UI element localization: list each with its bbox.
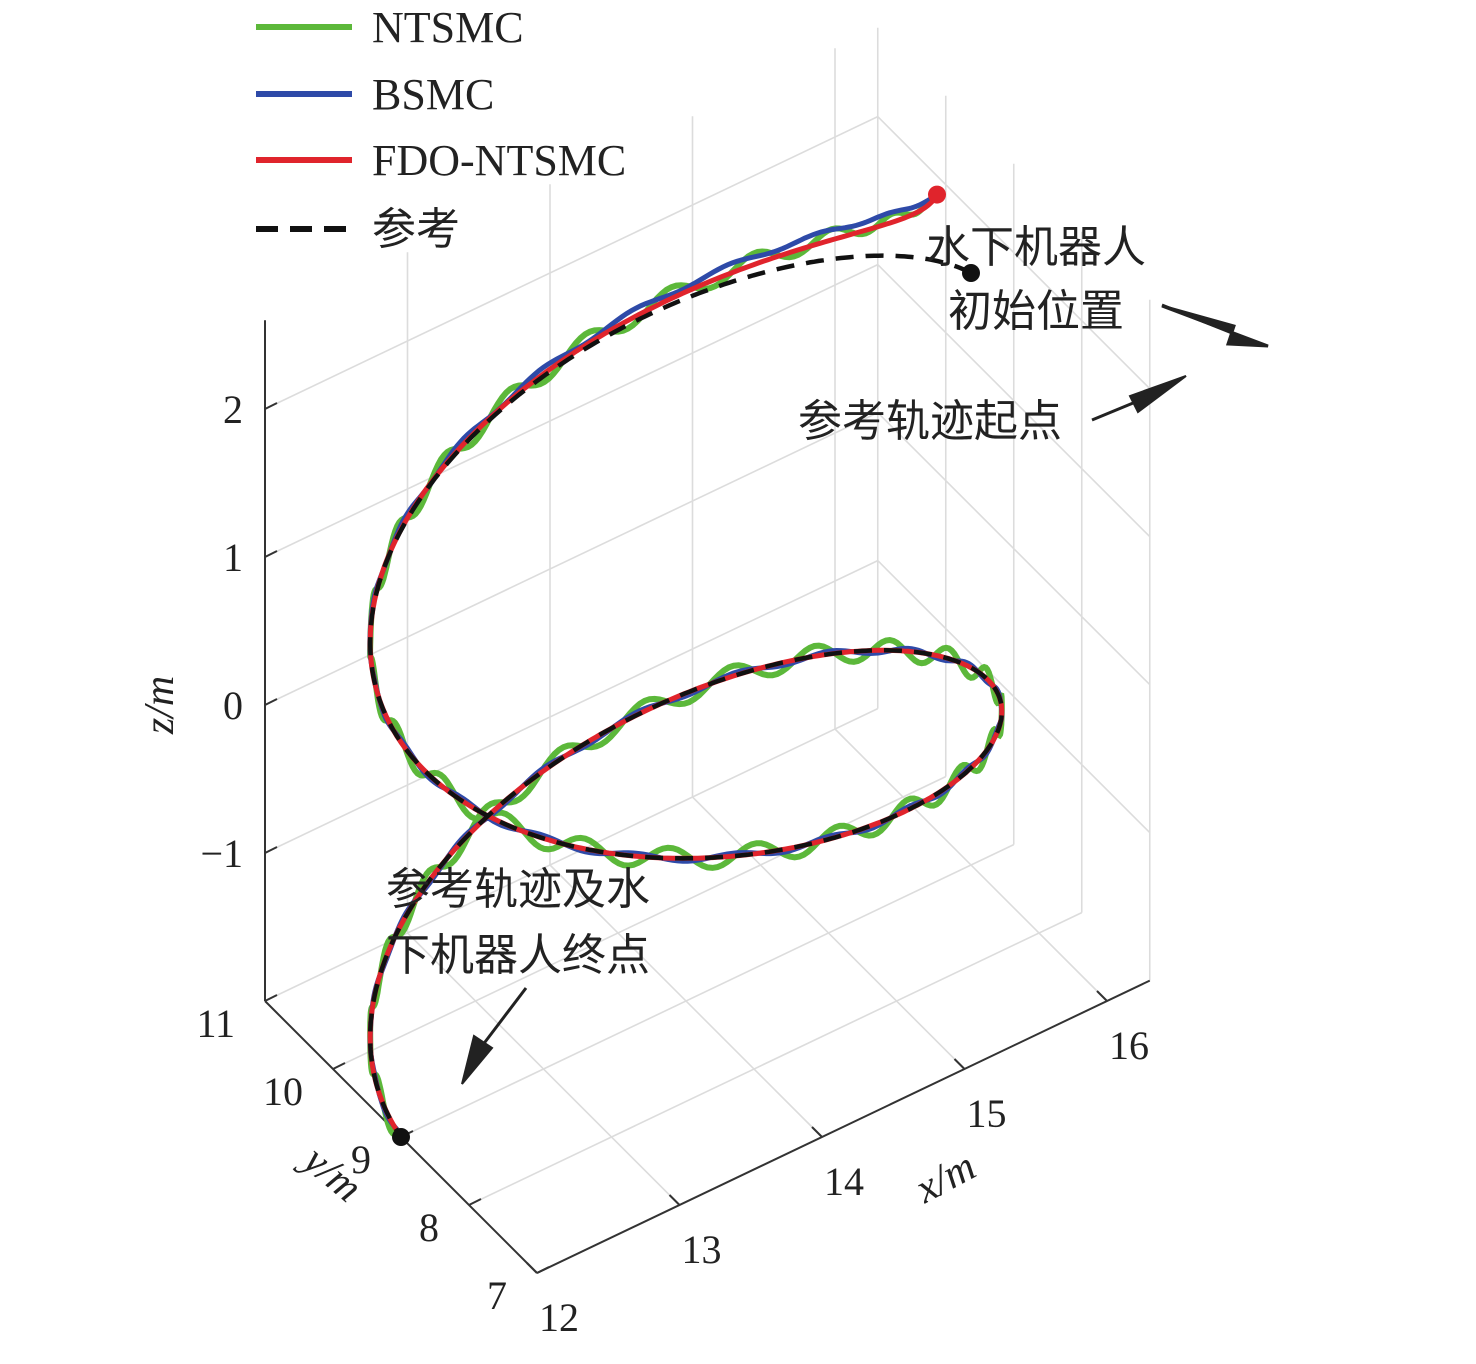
x-axis-line — [536, 979, 1151, 1274]
x-tick-mark — [526, 1262, 538, 1274]
gridline-z — [877, 116, 1151, 390]
end-marker — [392, 1128, 410, 1146]
series-line-bsmc — [367, 192, 1005, 1136]
gridline-y — [468, 911, 1083, 1206]
y-tick-label: 11 — [196, 1001, 235, 1046]
arrow-robot-start-shaft — [1161, 303, 1233, 335]
series-line-reference — [367, 253, 1005, 1139]
arrow-end-shaft — [480, 987, 528, 1047]
annotation-ref-start: 参考轨迹起点 — [798, 396, 1062, 447]
gridline-z — [264, 559, 879, 854]
legend-label-ref: 参考 — [372, 204, 460, 255]
z-tick-label: 1 — [223, 535, 243, 580]
x-tick-label: 16 — [1109, 1023, 1149, 1068]
grid — [264, 27, 1151, 1274]
x-tick-mark — [1096, 990, 1108, 1002]
y-tick-label: 9 — [351, 1137, 371, 1182]
gridline-z — [264, 115, 879, 410]
z-tick-label: 0 — [223, 683, 243, 728]
legend: NTSMC BSMC FDO-NTSMC 参考 — [256, 3, 626, 255]
z-tick-mark — [264, 402, 278, 410]
robot-start-marker — [928, 185, 946, 204]
z-tick-mark — [264, 550, 278, 558]
arrow-ref-start — [1128, 375, 1187, 414]
y-tick-label: 8 — [419, 1205, 439, 1250]
x-tick-mark — [811, 1126, 823, 1138]
series-line-ntsmc — [367, 192, 1005, 1138]
x-tick-label: 12 — [539, 1295, 579, 1340]
gridline-z — [877, 412, 1151, 686]
markers — [392, 185, 980, 1146]
x-axis-label: x/m — [907, 1143, 983, 1213]
x-tick-label: 13 — [682, 1227, 722, 1272]
x-tick-mark — [953, 1058, 966, 1070]
gridline-y — [332, 775, 947, 1070]
gridline-z — [264, 263, 879, 558]
y-tick-mark — [468, 1198, 482, 1206]
y-tick-mark — [332, 1062, 346, 1070]
z-tick-mark — [264, 698, 278, 706]
annotation-robot-start-line2: 初始位置 — [948, 286, 1124, 337]
y-tick-mark — [536, 1266, 550, 1274]
annotation-end-line1: 参考轨迹及水 — [386, 864, 650, 915]
y-tick-label: 7 — [487, 1273, 507, 1318]
gridline-z — [877, 560, 1151, 834]
gridline-z — [877, 264, 1151, 538]
gridline-z — [264, 411, 879, 706]
legend-label-bsmc: BSMC — [372, 70, 494, 119]
z-tick-mark — [264, 846, 278, 854]
annotation-robot-start-line1: 水下机器人 — [926, 222, 1146, 273]
z-tick-label: −1 — [200, 831, 243, 876]
x-tick-mark — [668, 1194, 681, 1206]
legend-label-ntsmc: NTSMC — [372, 3, 524, 52]
gridline-y — [400, 843, 1015, 1138]
arrow-ref-start-shaft — [1091, 394, 1151, 422]
x-tick-label: 15 — [967, 1091, 1007, 1136]
gridline-y — [264, 707, 879, 1002]
x-tick-label: 14 — [824, 1159, 864, 1204]
annotations: 水下机器人 初始位置 参考轨迹起点 参考轨迹及水 下机器人终点 — [386, 222, 1269, 1085]
y-tick-mark — [264, 994, 278, 1002]
arrow-end — [461, 1034, 494, 1085]
annotation-end-line2: 下机器人终点 — [386, 930, 650, 981]
legend-label-fdo-ntsmc: FDO-NTSMC — [372, 136, 626, 185]
reference-start-marker — [962, 264, 980, 282]
y-tick-label: 10 — [263, 1069, 303, 1114]
z-axis-label: z/m — [137, 676, 183, 735]
z-tick-label: 2 — [223, 387, 243, 432]
series — [367, 192, 1005, 1139]
